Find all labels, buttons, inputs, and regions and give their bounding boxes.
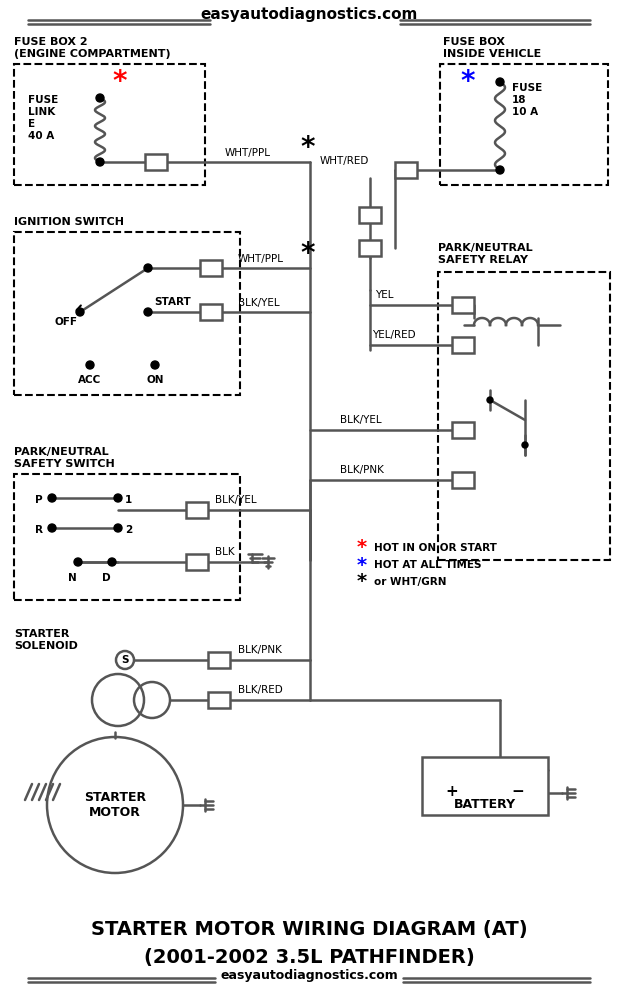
Text: easyautodiagnostics.com: easyautodiagnostics.com: [220, 968, 398, 982]
Text: 10 A: 10 A: [512, 107, 538, 117]
Bar: [359, 207, 381, 223]
Bar: [359, 240, 381, 256]
Bar: [186, 554, 208, 570]
Text: PARK/NEUTRAL: PARK/NEUTRAL: [14, 447, 109, 457]
Circle shape: [108, 558, 116, 566]
Bar: [208, 692, 230, 708]
Text: *: *: [357, 572, 367, 591]
Text: FUSE: FUSE: [512, 83, 542, 93]
Bar: [14, 64, 205, 185]
Circle shape: [522, 442, 528, 448]
Text: ACC: ACC: [78, 375, 101, 385]
Text: HOT AT ALL TIMES: HOT AT ALL TIMES: [374, 560, 481, 570]
Circle shape: [487, 397, 493, 403]
Circle shape: [114, 494, 122, 502]
Text: BLK/YEL: BLK/YEL: [340, 415, 382, 425]
Bar: [200, 304, 222, 320]
Text: BLK/RED: BLK/RED: [238, 685, 283, 695]
Text: SAFETY SWITCH: SAFETY SWITCH: [14, 459, 115, 469]
Text: WHT/PPL: WHT/PPL: [238, 254, 284, 264]
Bar: [438, 272, 610, 560]
Text: BLK: BLK: [215, 547, 235, 557]
Text: LINK: LINK: [28, 107, 55, 117]
Bar: [440, 64, 608, 185]
Bar: [200, 260, 222, 276]
Circle shape: [144, 264, 152, 272]
Text: STARTER: STARTER: [14, 629, 69, 639]
Circle shape: [496, 78, 504, 86]
Text: (2001-2002 3.5L PATHFINDER): (2001-2002 3.5L PATHFINDER): [143, 948, 475, 966]
Text: START: START: [154, 297, 191, 307]
Text: S: S: [121, 655, 129, 665]
Text: 2: 2: [125, 525, 132, 535]
Text: BLK/PNK: BLK/PNK: [238, 645, 282, 655]
Text: N: N: [68, 573, 77, 583]
Circle shape: [496, 166, 504, 174]
Text: WHT/PPL: WHT/PPL: [225, 148, 271, 158]
Text: STARTER MOTOR WIRING DIAGRAM (AT): STARTER MOTOR WIRING DIAGRAM (AT): [91, 920, 527, 940]
Text: P: P: [35, 495, 43, 505]
Bar: [208, 652, 230, 668]
Circle shape: [144, 308, 152, 316]
Bar: [186, 502, 208, 518]
Circle shape: [48, 524, 56, 532]
Text: *: *: [357, 538, 367, 558]
Bar: [14, 474, 240, 600]
Text: OFF: OFF: [55, 317, 78, 327]
Circle shape: [151, 361, 159, 369]
Circle shape: [86, 361, 94, 369]
Text: *: *: [112, 68, 127, 96]
Text: INSIDE VEHICLE: INSIDE VEHICLE: [443, 49, 541, 59]
Text: (ENGINE COMPARTMENT): (ENGINE COMPARTMENT): [14, 49, 171, 59]
Text: YEL/RED: YEL/RED: [372, 330, 416, 340]
Text: R: R: [35, 525, 43, 535]
Text: IGNITION SWITCH: IGNITION SWITCH: [14, 217, 124, 227]
Text: *: *: [461, 68, 475, 96]
Bar: [14, 232, 240, 395]
Circle shape: [76, 308, 84, 316]
Bar: [145, 154, 167, 170]
Circle shape: [74, 558, 82, 566]
Bar: [452, 422, 474, 438]
Text: E: E: [28, 119, 35, 129]
Circle shape: [48, 494, 56, 502]
Text: *: *: [357, 556, 367, 574]
Text: BLK/YEL: BLK/YEL: [215, 495, 256, 505]
Text: YEL: YEL: [375, 290, 394, 300]
Bar: [422, 757, 548, 815]
Text: *: *: [301, 240, 315, 268]
Text: +: +: [446, 784, 459, 800]
Text: D: D: [102, 573, 111, 583]
Text: BLK/YEL: BLK/YEL: [238, 298, 279, 308]
Circle shape: [114, 524, 122, 532]
Text: SAFETY RELAY: SAFETY RELAY: [438, 255, 528, 265]
Text: BATTERY: BATTERY: [454, 798, 516, 812]
Text: *: *: [301, 134, 315, 162]
Text: 40 A: 40 A: [28, 131, 54, 141]
Bar: [452, 472, 474, 488]
Bar: [452, 297, 474, 313]
Text: FUSE: FUSE: [28, 95, 58, 105]
Text: ON: ON: [146, 375, 164, 385]
Text: −: −: [512, 784, 525, 800]
Text: PARK/NEUTRAL: PARK/NEUTRAL: [438, 243, 533, 253]
Circle shape: [96, 158, 104, 166]
Text: 1: 1: [125, 495, 132, 505]
Text: STARTER
MOTOR: STARTER MOTOR: [84, 791, 146, 819]
Text: easyautodiagnostics.com: easyautodiagnostics.com: [200, 7, 418, 22]
Text: BLK/PNK: BLK/PNK: [340, 465, 384, 475]
Text: 18: 18: [512, 95, 527, 105]
Bar: [452, 337, 474, 353]
Text: SOLENOID: SOLENOID: [14, 641, 78, 651]
Text: or WHT/GRN: or WHT/GRN: [374, 577, 446, 587]
Bar: [395, 162, 417, 178]
Text: FUSE BOX 2: FUSE BOX 2: [14, 37, 88, 47]
Circle shape: [96, 94, 104, 102]
Text: WHT/RED: WHT/RED: [320, 156, 370, 166]
Text: HOT IN ON OR START: HOT IN ON OR START: [374, 543, 497, 553]
Text: FUSE BOX: FUSE BOX: [443, 37, 505, 47]
